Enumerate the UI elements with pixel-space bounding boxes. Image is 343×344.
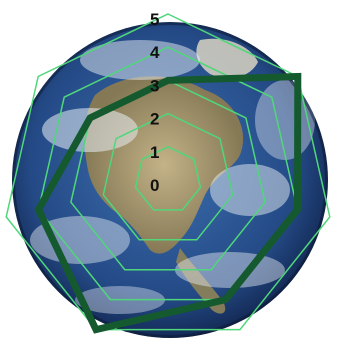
series-polygon-0 xyxy=(34,72,302,334)
grid-ring-2 xyxy=(102,112,234,241)
tick-label-1: 1 xyxy=(150,143,159,162)
tick-label-2: 2 xyxy=(150,110,159,129)
radial-tick-labels: 0 1 2 3 4 5 xyxy=(150,10,160,195)
tick-label-4: 4 xyxy=(150,43,160,62)
tick-label-3: 3 xyxy=(150,76,159,95)
radar-series xyxy=(34,72,302,334)
grid-ring-5 xyxy=(5,13,331,331)
tick-label-0: 0 xyxy=(150,176,159,195)
grid-ring-4 xyxy=(37,46,299,301)
tick-label-5: 5 xyxy=(150,10,159,29)
grid-ring-1 xyxy=(134,145,202,211)
radar-grid xyxy=(5,13,331,331)
grid-ring-3 xyxy=(70,79,266,271)
earth-globe-image xyxy=(12,22,328,338)
